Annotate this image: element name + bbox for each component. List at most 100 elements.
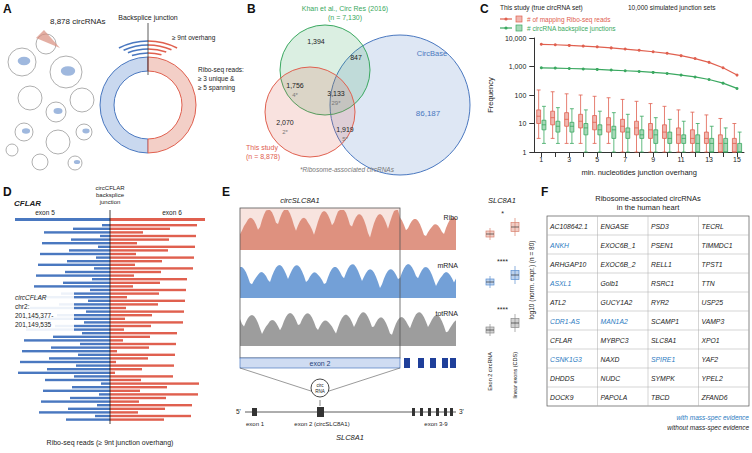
svg-text:This study: This study <box>246 144 278 152</box>
svg-text:# of mapping Ribo-seq reads: # of mapping Ribo-seq reads <box>527 16 611 24</box>
svg-text:circSLC8A1: circSLC8A1 <box>280 196 320 205</box>
svg-text:E: E <box>222 185 230 199</box>
svg-text:Frequency: Frequency <box>486 77 495 113</box>
svg-text:1: 1 <box>522 149 526 156</box>
svg-text:NUDC: NUDC <box>601 375 621 382</box>
svg-text:TTN: TTN <box>702 280 715 287</box>
svg-text:Exon 2 circRNA: Exon 2 circRNA <box>487 352 493 391</box>
svg-text:circ: circ <box>317 383 325 388</box>
svg-text:CFLAR: CFLAR <box>550 337 572 344</box>
svg-text:D: D <box>3 185 12 199</box>
svg-text:exon 3-9: exon 3-9 <box>424 421 448 427</box>
svg-text:RYR2: RYR2 <box>651 299 669 306</box>
svg-text:SLC8A1: SLC8A1 <box>651 337 677 344</box>
svg-text:*: * <box>501 210 504 217</box>
svg-text:3: 3 <box>567 156 571 163</box>
svg-text:847: 847 <box>350 54 362 61</box>
svg-text:VAMP3: VAMP3 <box>702 318 725 325</box>
svg-text:SLC8A1: SLC8A1 <box>488 196 516 205</box>
svg-text:ASXL1: ASXL1 <box>549 280 571 287</box>
svg-text:Backsplice junction: Backsplice junction <box>118 14 178 22</box>
svg-text:backsplice: backsplice <box>96 192 125 198</box>
svg-text:exon 5: exon 5 <box>35 209 55 216</box>
svg-text:B: B <box>247 2 256 16</box>
svg-text:junction: junction <box>99 199 121 205</box>
svg-text:29*: 29* <box>331 100 341 106</box>
svg-text:PSEN1: PSEN1 <box>651 242 674 249</box>
svg-text:10,000: 10,000 <box>505 35 527 42</box>
svg-text:SCAMP1: SCAMP1 <box>651 318 679 325</box>
svg-text:YAF2: YAF2 <box>702 356 719 363</box>
svg-text:GUCY1A2: GUCY1A2 <box>601 299 633 306</box>
svg-text:F: F <box>541 185 548 199</box>
svg-text:2*: 2* <box>282 129 288 135</box>
svg-text:circCFLAR: circCFLAR <box>95 185 125 191</box>
svg-text:ENGASE: ENGASE <box>601 223 630 230</box>
svg-text:13: 13 <box>705 156 713 163</box>
svg-text:10: 10 <box>519 120 527 127</box>
svg-text:exon 2: exon 2 <box>309 360 330 367</box>
svg-text:CFLAR: CFLAR <box>14 199 41 208</box>
svg-text:DOCK9: DOCK9 <box>550 394 574 401</box>
svg-text:Khan et al., Circ Res (2016): Khan et al., Circ Res (2016) <box>302 5 388 13</box>
svg-text:# circRNA backsplice junctions: # circRNA backsplice junctions <box>527 25 616 33</box>
svg-text:ARHGAP10: ARHGAP10 <box>549 261 586 268</box>
svg-text:5': 5' <box>236 408 241 415</box>
svg-text:86,187: 86,187 <box>416 109 441 118</box>
svg-text:5*: 5* <box>342 136 348 142</box>
svg-text:A: A <box>3 2 12 16</box>
svg-text:4*: 4* <box>292 92 298 98</box>
svg-text:exon 2 (circSLC8A1): exon 2 (circSLC8A1) <box>294 421 349 427</box>
svg-text:YPEL2: YPEL2 <box>702 375 723 382</box>
svg-text:100: 100 <box>515 92 527 99</box>
svg-text:TPST1: TPST1 <box>702 261 723 268</box>
svg-text:PSD3: PSD3 <box>651 223 669 230</box>
svg-text:ATL2: ATL2 <box>549 299 566 306</box>
svg-text:Golb1: Golb1 <box>601 280 619 287</box>
svg-text:RSRC1: RSRC1 <box>651 280 674 287</box>
svg-text:without mass-spec evidence: without mass-spec evidence <box>667 424 749 432</box>
svg-text:XPO1: XPO1 <box>701 337 720 344</box>
svg-text:1,919: 1,919 <box>336 126 354 133</box>
svg-text:MAN1A2: MAN1A2 <box>601 318 628 325</box>
svg-text:****: **** <box>497 306 508 313</box>
svg-text:SYMPK: SYMPK <box>651 375 675 382</box>
svg-text:EXOC6B_2: EXOC6B_2 <box>601 261 636 268</box>
svg-text:TBCD: TBCD <box>651 394 670 401</box>
svg-text:C: C <box>480 2 489 16</box>
svg-text:8,878 circRNAs: 8,878 circRNAs <box>50 17 106 26</box>
svg-text:Ribosome-associated circRNAs: Ribosome-associated circRNAs <box>595 194 701 203</box>
svg-text:15: 15 <box>733 156 741 163</box>
svg-text:1,000: 1,000 <box>509 63 527 70</box>
svg-text:PAPOLA: PAPOLA <box>601 394 628 401</box>
svg-text:CSNK1G3: CSNK1G3 <box>550 356 582 363</box>
svg-text:RELL1: RELL1 <box>651 261 672 268</box>
svg-text:mRNA: mRNA <box>437 262 458 269</box>
svg-text:circCFLAR: circCFLAR <box>15 294 47 301</box>
svg-text:*Ribosome-associated circRNAs: *Ribosome-associated circRNAs <box>300 166 395 173</box>
svg-text:SPIRE1: SPIRE1 <box>651 356 675 363</box>
svg-text:10,000 simulated junction sets: 10,000 simulated junction sets <box>628 4 716 12</box>
svg-text:TIMMDC1: TIMMDC1 <box>702 242 733 249</box>
svg-text:CircBase: CircBase <box>417 49 447 58</box>
svg-text:totRNA: totRNA <box>435 310 458 317</box>
svg-text:EXOC6B_1: EXOC6B_1 <box>601 242 636 249</box>
svg-text:SLC8A1: SLC8A1 <box>336 433 364 442</box>
svg-text:3,133: 3,133 <box>327 90 345 97</box>
svg-text:DHDDS: DHDDS <box>550 375 575 382</box>
svg-text:****: **** <box>497 258 508 265</box>
svg-text:(n = 7,130): (n = 7,130) <box>328 14 362 22</box>
svg-text:≥ 3 unique &: ≥ 3 unique & <box>198 75 235 83</box>
svg-text:(n = 8,878): (n = 8,878) <box>246 153 280 161</box>
svg-text:1: 1 <box>539 156 543 163</box>
svg-text:Ribo: Ribo <box>444 214 459 221</box>
svg-text:in the human heart: in the human heart <box>617 203 680 212</box>
svg-text:exon 1: exon 1 <box>246 421 265 427</box>
svg-text:linear exons (CDS): linear exons (CDS) <box>512 352 518 399</box>
svg-text:≥ 5 spanning: ≥ 5 spanning <box>198 84 236 92</box>
svg-text:with mass-spec evidence: with mass-spec evidence <box>676 414 749 422</box>
svg-text:log10 (norm. expr.) (n = 80): log10 (norm. expr.) (n = 80) <box>528 241 536 320</box>
svg-text:ANKH: ANKH <box>549 242 569 249</box>
svg-text:MYBPC3: MYBPC3 <box>601 337 629 344</box>
svg-text:3': 3' <box>459 408 464 415</box>
